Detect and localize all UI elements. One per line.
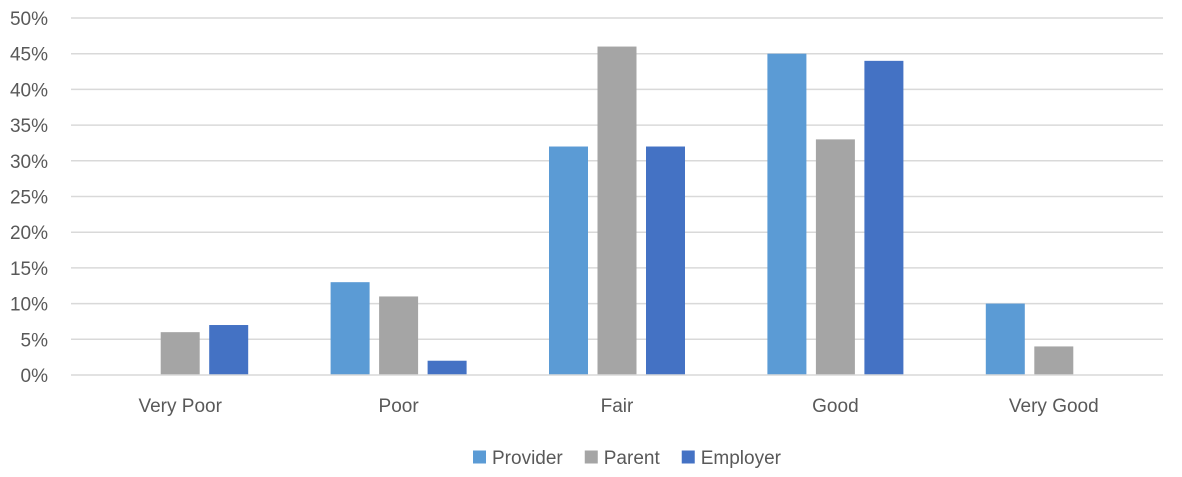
bar-provider-fair bbox=[549, 146, 588, 375]
x-category-label: Poor bbox=[379, 396, 420, 417]
y-tick-label: 20% bbox=[10, 223, 48, 244]
bar-parent-fair bbox=[597, 46, 637, 376]
bar-parent-good bbox=[815, 139, 855, 375]
y-tick-label: 45% bbox=[10, 45, 48, 66]
x-category-label: Fair bbox=[601, 396, 634, 417]
legend-swatch-employer bbox=[681, 450, 695, 464]
legend-label: Parent bbox=[604, 448, 661, 469]
x-category-label: Very Poor bbox=[138, 396, 222, 417]
bar-parent-very-good bbox=[1034, 346, 1074, 375]
x-axis: Very Poor Poor Fair Good Very Good bbox=[71, 374, 1163, 417]
legend-swatch-parent bbox=[584, 450, 598, 464]
legend-label: Provider bbox=[492, 448, 563, 469]
y-tick-label: 35% bbox=[10, 116, 48, 137]
y-tick-label: 0% bbox=[21, 366, 49, 387]
bar-employer-poor bbox=[427, 360, 467, 375]
bar-parent-poor bbox=[379, 296, 419, 375]
y-tick-label: 5% bbox=[21, 330, 49, 351]
x-category-label: Good bbox=[812, 396, 858, 417]
bar-provider-good bbox=[767, 53, 807, 375]
y-tick-label: 15% bbox=[10, 259, 48, 280]
legend-swatch-provider bbox=[473, 450, 487, 464]
y-tick-label: 25% bbox=[10, 188, 48, 209]
bar-employer-very-poor bbox=[209, 325, 249, 375]
bar-employer-good bbox=[864, 60, 904, 376]
bar-employer-fair bbox=[646, 146, 685, 375]
y-tick-label: 40% bbox=[10, 80, 48, 101]
y-tick-label: 50% bbox=[10, 9, 48, 30]
bar-parent-very-poor bbox=[160, 332, 200, 375]
y-tick-label: 30% bbox=[10, 152, 48, 173]
y-tick-label: 10% bbox=[10, 295, 48, 316]
legend: Provider Parent Employer bbox=[473, 448, 782, 469]
bars bbox=[160, 46, 1074, 376]
x-category-label: Very Good bbox=[1009, 396, 1099, 417]
y-axis-tick-labels: 0% 5% 10% 15% 20% 25% 30% 35% 40% 45% 50% bbox=[10, 9, 48, 387]
legend-label: Employer bbox=[701, 448, 782, 469]
bar-provider-very-good bbox=[985, 303, 1025, 375]
bar-provider-poor bbox=[330, 282, 370, 375]
